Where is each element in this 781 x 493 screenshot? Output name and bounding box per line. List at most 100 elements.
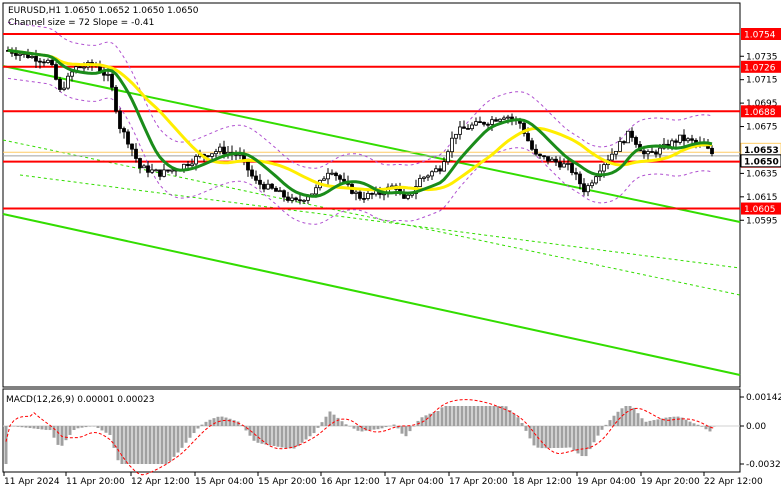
svg-text:1.0688: 1.0688 bbox=[744, 108, 776, 118]
macd-histogram-bar bbox=[272, 426, 276, 446]
macd-tick-label: -0.00324 bbox=[746, 460, 781, 470]
macd-histogram-bar bbox=[612, 415, 616, 426]
candle bbox=[450, 131, 454, 158]
price-tick-label: 1.0695 bbox=[746, 99, 778, 109]
candle bbox=[338, 174, 342, 184]
candle bbox=[458, 121, 462, 140]
macd-histogram-bar bbox=[324, 416, 328, 426]
candle bbox=[626, 130, 630, 144]
macd-histogram-bar bbox=[460, 406, 464, 426]
macd-histogram-bar bbox=[576, 426, 580, 454]
macd-histogram-bar bbox=[384, 426, 388, 428]
macd-histogram-bar bbox=[344, 424, 348, 426]
price-level-label-1: 1.0726 bbox=[741, 60, 781, 73]
macd-histogram-bar bbox=[32, 426, 36, 429]
macd-tick-label: 0.00 bbox=[746, 422, 766, 432]
candle bbox=[110, 69, 114, 92]
macd-histogram-bar bbox=[244, 426, 248, 431]
candle bbox=[710, 145, 714, 157]
candle bbox=[358, 189, 362, 201]
macd-histogram-bar bbox=[320, 422, 324, 426]
candle bbox=[462, 120, 466, 129]
envelope-upper-band bbox=[7, 21, 713, 169]
time-tick-label: 11 Apr 20:00 bbox=[66, 477, 125, 487]
candle bbox=[42, 58, 46, 67]
macd-histogram-bar bbox=[632, 407, 636, 426]
candle bbox=[558, 156, 562, 171]
macd-panel[interactable]: MACD(12,26,9) 0.00001 0.00023 bbox=[2, 388, 741, 476]
macd-histogram-bar bbox=[652, 420, 656, 426]
macd-histogram-bar bbox=[552, 426, 556, 448]
macd-histogram-bar bbox=[252, 426, 256, 441]
candle bbox=[206, 155, 210, 158]
candle bbox=[570, 161, 574, 176]
macd-histogram-bar bbox=[276, 426, 280, 447]
macd-histogram-bar bbox=[136, 426, 140, 464]
macd-histogram-bar bbox=[628, 406, 632, 426]
candle bbox=[442, 157, 446, 172]
channel-info-text: Channel size = 72 Slope = -0.41 bbox=[8, 18, 154, 28]
macd-histogram-bar bbox=[52, 426, 56, 438]
macd-histogram-bar bbox=[480, 406, 484, 426]
candle bbox=[554, 156, 558, 166]
macd-histogram-bar bbox=[16, 426, 20, 427]
macd-histogram-bar bbox=[232, 420, 236, 426]
macd-histogram-bar bbox=[152, 426, 156, 464]
candle bbox=[218, 143, 222, 155]
candle bbox=[634, 135, 638, 148]
candle bbox=[682, 129, 686, 148]
candle bbox=[438, 165, 442, 175]
candle bbox=[214, 148, 218, 158]
macd-histogram-bar bbox=[172, 426, 176, 457]
macd-histogram-bar bbox=[240, 424, 244, 426]
macd-histogram-bar bbox=[340, 421, 344, 426]
macd-histogram-bar bbox=[548, 426, 552, 449]
candle bbox=[494, 117, 498, 122]
time-tick-label: 16 Apr 12:00 bbox=[321, 477, 380, 487]
macd-histogram-bar bbox=[88, 426, 92, 427]
time-tick-label: 15 Apr 04:00 bbox=[195, 477, 254, 487]
macd-histogram-bar bbox=[44, 426, 48, 430]
macd-histogram-bar bbox=[516, 417, 520, 426]
candle bbox=[590, 179, 594, 189]
macd-histogram-bar bbox=[160, 426, 164, 464]
macd-histogram-bar bbox=[600, 426, 604, 430]
macd-histogram-bar bbox=[256, 426, 260, 443]
svg-text:1.0650: 1.0650 bbox=[744, 157, 779, 167]
macd-signal-line bbox=[5, 399, 715, 476]
macd-histogram-bar bbox=[388, 425, 392, 427]
candle bbox=[266, 179, 270, 191]
candle bbox=[122, 126, 126, 139]
candle bbox=[654, 149, 658, 158]
candle bbox=[646, 149, 650, 161]
macd-histogram-bar bbox=[192, 426, 196, 434]
candle bbox=[430, 170, 434, 181]
macd-histogram-bar bbox=[104, 426, 108, 433]
candle bbox=[478, 116, 482, 124]
macd-histogram-bar bbox=[564, 426, 568, 448]
main-chart-panel[interactable]: EURUSD,H1 1.0650 1.0652 1.0650 1.0650 Ch… bbox=[2, 2, 741, 388]
candle bbox=[686, 137, 690, 144]
macd-histogram-bar bbox=[696, 424, 700, 426]
macd-histogram-bar bbox=[316, 426, 320, 428]
macd-histogram-bar bbox=[588, 426, 592, 450]
macd-histogram-bar bbox=[356, 426, 360, 431]
candle bbox=[150, 163, 154, 174]
macd-histogram-bar bbox=[120, 426, 124, 464]
macd-histogram-bar bbox=[336, 417, 340, 426]
macd-histogram-bar bbox=[124, 426, 128, 464]
macd-histogram-bar bbox=[620, 408, 624, 426]
macd-histogram-bar bbox=[288, 426, 292, 449]
candle bbox=[470, 122, 474, 131]
candle bbox=[502, 115, 506, 120]
macd-histogram-bar bbox=[684, 419, 688, 426]
macd-histogram-bar bbox=[668, 417, 672, 426]
macd-histogram-bar bbox=[48, 426, 52, 431]
price-tick-label: 1.0595 bbox=[746, 216, 778, 226]
macd-histogram-bar bbox=[84, 426, 88, 428]
macd-histogram-bar bbox=[700, 426, 704, 427]
macd-histogram-bar bbox=[300, 426, 304, 443]
macd-histogram-bar bbox=[68, 426, 72, 435]
candle bbox=[154, 168, 158, 172]
